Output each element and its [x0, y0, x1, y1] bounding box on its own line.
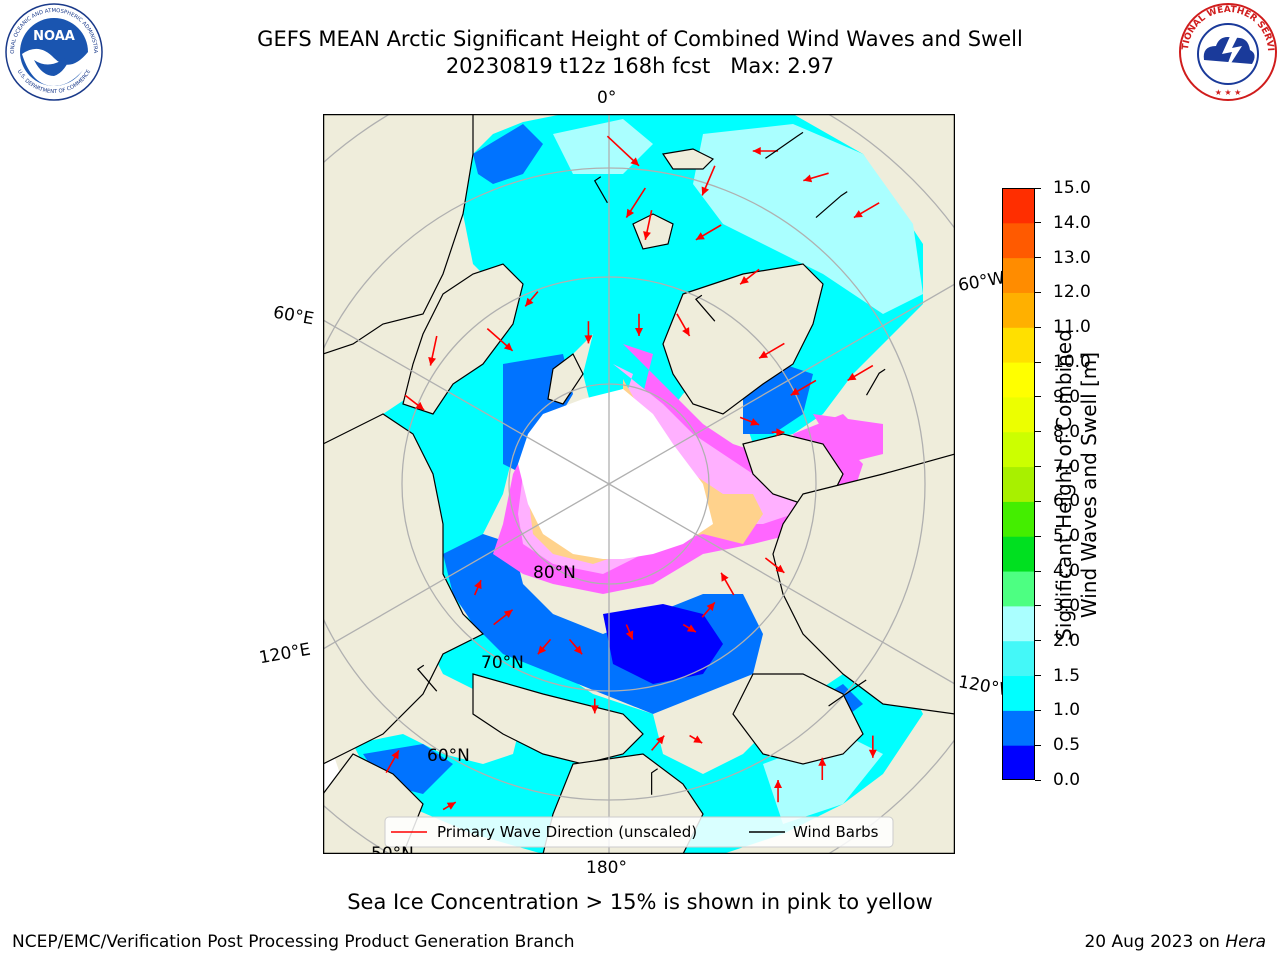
colorbar-tick-label: 0.5 — [1053, 734, 1080, 756]
colorbar-swatch — [1002, 676, 1035, 711]
svg-text:★ ★ ★: ★ ★ ★ — [1215, 88, 1242, 97]
nws-logo: NATIONAL WEATHER SERVICE ★ ★ ★ — [1178, 2, 1278, 102]
polar-map: Primary Wave Direction (unscaled) Wind B… — [323, 114, 955, 854]
wind-legend-label: Wind Barbs — [793, 823, 879, 841]
colorbar-tick-mark — [1035, 780, 1041, 781]
colorbar-swatch — [1002, 467, 1035, 502]
colorbar-tick-mark — [1035, 466, 1041, 467]
footer-credit: NCEP/EMC/Verification Post Processing Pr… — [12, 932, 575, 952]
lat-label-60: 60°N — [427, 746, 470, 766]
colorbar-tick-mark — [1035, 640, 1041, 641]
colorbar-tick-mark — [1035, 501, 1041, 502]
colorbar-swatch — [1002, 432, 1035, 467]
colorbar-tick-label: 15.0 — [1053, 177, 1091, 199]
colorbar-tick-mark — [1035, 222, 1041, 223]
colorbar-swatch — [1002, 258, 1035, 293]
lon-label-0: 0° — [597, 88, 616, 108]
lon-label-180: 180° — [586, 858, 627, 878]
colorbar-title-line2: Wind Waves and Swell [m] — [1077, 275, 1102, 695]
colorbar-tick-mark — [1035, 292, 1041, 293]
colorbar-tick-mark — [1035, 327, 1041, 328]
colorbar-swatch — [1002, 188, 1035, 223]
colorbar-tick-label: 14.0 — [1053, 212, 1091, 234]
colorbar-tick-mark — [1035, 675, 1041, 676]
colorbar-tick-label: 1.0 — [1053, 699, 1080, 721]
colorbar-tick-mark — [1035, 605, 1041, 606]
colorbar-tick-mark — [1035, 536, 1041, 537]
noaa-logo-text: NOAA — [33, 29, 75, 44]
colorbar-title-line1: Significant Height of Combined — [1052, 275, 1077, 695]
colorbar-tick-mark — [1035, 362, 1041, 363]
colorbar-swatch — [1002, 606, 1035, 641]
colorbar-swatch — [1002, 571, 1035, 606]
colorbar-tick-mark — [1035, 431, 1041, 432]
colorbar-swatch — [1002, 397, 1035, 432]
lon-label-60w: 60°W — [957, 268, 1007, 296]
lon-label-120e: 120°E — [258, 640, 312, 669]
colorbar-tick-mark — [1035, 396, 1041, 397]
colorbar-swatch — [1002, 536, 1035, 571]
colorbar-tick-label: 0.0 — [1053, 769, 1080, 791]
lat-label-70: 70°N — [481, 653, 524, 673]
colorbar-title: Significant Height of Combined Wind Wave… — [1052, 275, 1112, 695]
colorbar-swatch — [1002, 501, 1035, 536]
colorbar-swatch — [1002, 745, 1035, 780]
colorbar — [1002, 188, 1035, 780]
lat-label-80: 80°N — [533, 563, 576, 583]
lat-label-50: 50°N — [371, 844, 414, 854]
footer-date: 20 Aug 2023 on Hera — [1084, 932, 1266, 952]
colorbar-swatch — [1002, 292, 1035, 327]
colorbar-swatch — [1002, 327, 1035, 362]
sea-ice-caption: Sea Ice Concentration > 15% is shown in … — [240, 890, 1040, 914]
noaa-logo: NATIONAL OCEANIC AND ATMOSPHERIC ADMINIS… — [4, 2, 104, 102]
footer-host: Hera — [1225, 932, 1266, 952]
wave-legend-label: Primary Wave Direction (unscaled) — [437, 823, 697, 841]
colorbar-swatch — [1002, 223, 1035, 258]
colorbar-tick-label: 13.0 — [1053, 247, 1091, 269]
colorbar-tick-mark — [1035, 710, 1041, 711]
colorbar-tick-mark — [1035, 257, 1041, 258]
colorbar-tick-mark — [1035, 188, 1041, 189]
colorbar-tick-mark — [1035, 745, 1041, 746]
colorbar-swatch — [1002, 710, 1035, 745]
map-subtitle: 20230819 t12z 168h fcst Max: 2.97 — [140, 53, 1140, 79]
map-title: GEFS MEAN Arctic Significant Height of C… — [140, 26, 1140, 52]
colorbar-tick-mark — [1035, 571, 1041, 572]
map-legend: Primary Wave Direction (unscaled) Wind B… — [385, 817, 893, 847]
footer-date-text: 20 Aug 2023 on — [1084, 932, 1225, 952]
colorbar-swatch — [1002, 362, 1035, 397]
colorbar-swatch — [1002, 641, 1035, 676]
lon-label-60e: 60°E — [272, 303, 316, 330]
